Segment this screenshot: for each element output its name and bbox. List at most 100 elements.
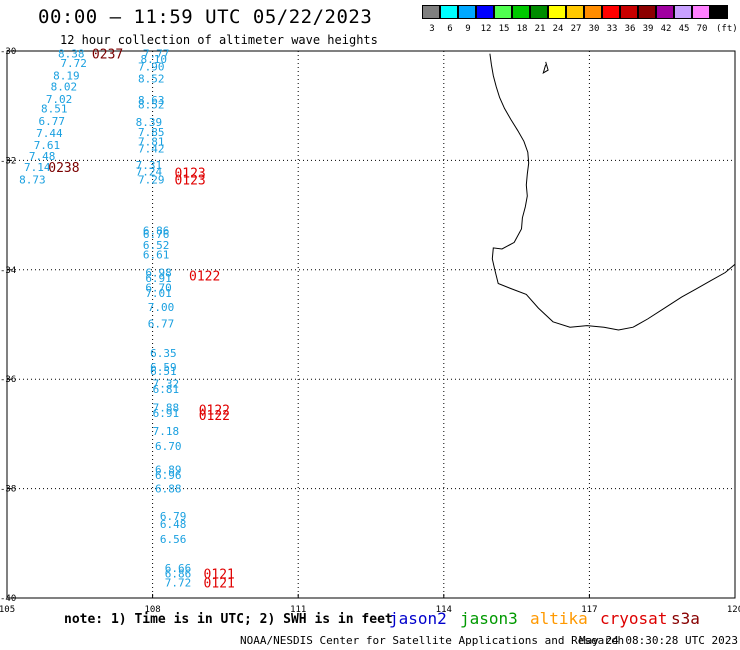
satellite-legend-jason3: jason3 [460, 609, 518, 628]
swh-reading: 7.02 [46, 93, 73, 106]
lat-tick-label: -40 [0, 594, 16, 604]
colorbar-swatch [620, 5, 638, 19]
lon-tick-label: 105 [0, 605, 15, 615]
swh-reading: 6.81 [153, 383, 180, 396]
swh-reading: 6.66 [165, 562, 192, 575]
swh-reading: 6.59 [150, 361, 177, 374]
swh-reading: 6.77 [39, 115, 65, 128]
colorbar-swatch [548, 5, 566, 19]
colorbar-swatch [584, 5, 602, 19]
swh-reading: 6.70 [155, 440, 182, 453]
page-subtitle: 12 hour collection of altimeter wave hei… [60, 33, 378, 47]
lat-tick-label: -38 [0, 485, 16, 495]
colorbar-label: 45 [678, 24, 690, 34]
pass-time-label: 0123 [174, 174, 205, 189]
swh-reading: 7.61 [34, 139, 61, 152]
satellite-legend-altika: altika [530, 609, 588, 628]
map-frame [6, 50, 736, 599]
swh-reading: 8.52 [138, 99, 165, 112]
lat-tick-label: -34 [0, 266, 16, 276]
pass-time-label: 0121 [204, 567, 235, 582]
credit-line: NOAA/NESDIS Center for Satellite Applica… [240, 634, 625, 647]
colorbar-label: 21 [534, 24, 546, 34]
colorbar-swatch [566, 5, 584, 19]
colorbar-swatch [512, 5, 530, 19]
swh-reading: 6.88 [155, 483, 182, 496]
swh-reading: 6.56 [160, 533, 187, 546]
swh-reading: 7.42 [138, 142, 165, 155]
swh-reading: 6.89 [155, 463, 182, 476]
colorbar-label: 27 [570, 24, 582, 34]
swh-reading: 7.90 [138, 60, 165, 73]
swh-reading: 7.32 [153, 378, 180, 391]
colorbar-label: 30 [588, 24, 600, 34]
colorbar-label: 33 [606, 24, 618, 34]
swh-reading: 6.52 [143, 239, 170, 252]
colorbar-swatch [458, 5, 476, 19]
swh-reading: 7.48 [29, 150, 56, 163]
colorbar-label: 15 [498, 24, 510, 34]
pass-time-label: 0123 [174, 166, 205, 181]
colorbar-label: 9 [465, 24, 471, 34]
colorbar-swatch [422, 5, 440, 19]
generation-timestamp: May 24 08:30:28 UTC 2023 [579, 634, 738, 647]
australia-coastline [489, 53, 736, 331]
lon-tick-label: 114 [436, 605, 452, 615]
colorbar-label: 12 [480, 24, 492, 34]
swh-reading: 6.96 [155, 469, 182, 482]
swh-reading: 8.51 [41, 102, 67, 115]
colorbar-label: 3 [429, 24, 435, 34]
swh-reading: 8.52 [138, 72, 165, 85]
swh-reading: 6.61 [143, 248, 170, 261]
colorbar-swatch [476, 5, 494, 19]
swh-reading: 7.44 [36, 127, 63, 140]
swh-reading: 6.48 [160, 518, 187, 531]
colorbar-swatch [638, 5, 656, 19]
pass-time-label: 0122 [199, 403, 230, 418]
satellite-legend-s3a: s3a [671, 609, 700, 628]
lat-tick-label: -32 [0, 156, 16, 166]
swh-reading: 6.91 [145, 272, 172, 285]
swh-reading: 7.85 [138, 126, 165, 139]
swh-reading: 8.38 [58, 48, 85, 61]
swh-reading: 7.31 [136, 159, 163, 172]
colorbar-label: 42 [660, 24, 672, 34]
swh-reading: 6.86 [165, 567, 192, 580]
swh-reading: 8.73 [19, 174, 45, 187]
swh-reading: 8.19 [53, 70, 80, 83]
swh-reading: 6.35 [150, 347, 177, 360]
satellite-legend-cryosat: cryosat [600, 609, 668, 628]
swh-reading: 7.81 [138, 135, 165, 148]
swh-reading: 7.72 [165, 577, 192, 590]
colorbar-swatch [602, 5, 620, 19]
colorbar-label: 36 [624, 24, 636, 34]
lon-tick-label: 111 [290, 605, 306, 615]
swh-reading: 7.77 [143, 48, 170, 61]
colorbar-label: 18 [516, 24, 528, 34]
colorbar-label: 39 [642, 24, 654, 34]
pass-time-label: 0122 [199, 409, 230, 424]
swh-reading: 7.72 [60, 57, 87, 70]
swh-reading: 8.39 [136, 116, 163, 129]
colorbar-label: 6 [447, 24, 453, 34]
colorbar-swatch [692, 5, 710, 19]
colorbar-swatch [440, 5, 458, 19]
colorbar-swatch [656, 5, 674, 19]
swh-reading: 7.88 [153, 402, 180, 415]
pass-time-label: 0121 [204, 577, 235, 592]
inland-lake-outline [542, 61, 549, 74]
colorbar-swatch [494, 5, 512, 19]
swh-reading: 6.79 [160, 510, 187, 523]
swh-reading: 7.01 [145, 287, 172, 300]
swh-reading: 7.24 [136, 165, 163, 178]
colorbar-unit: (ft) [716, 24, 738, 34]
swh-reading: 7.18 [153, 425, 180, 438]
pass-time-label: 0238 [48, 161, 79, 176]
pass-time-label: 0237 [92, 48, 123, 63]
swh-reading: 7.29 [138, 174, 165, 187]
colorbar-swatch [530, 5, 548, 19]
swh-reading: 6.98 [145, 267, 172, 280]
lat-tick-label: -36 [0, 375, 16, 385]
